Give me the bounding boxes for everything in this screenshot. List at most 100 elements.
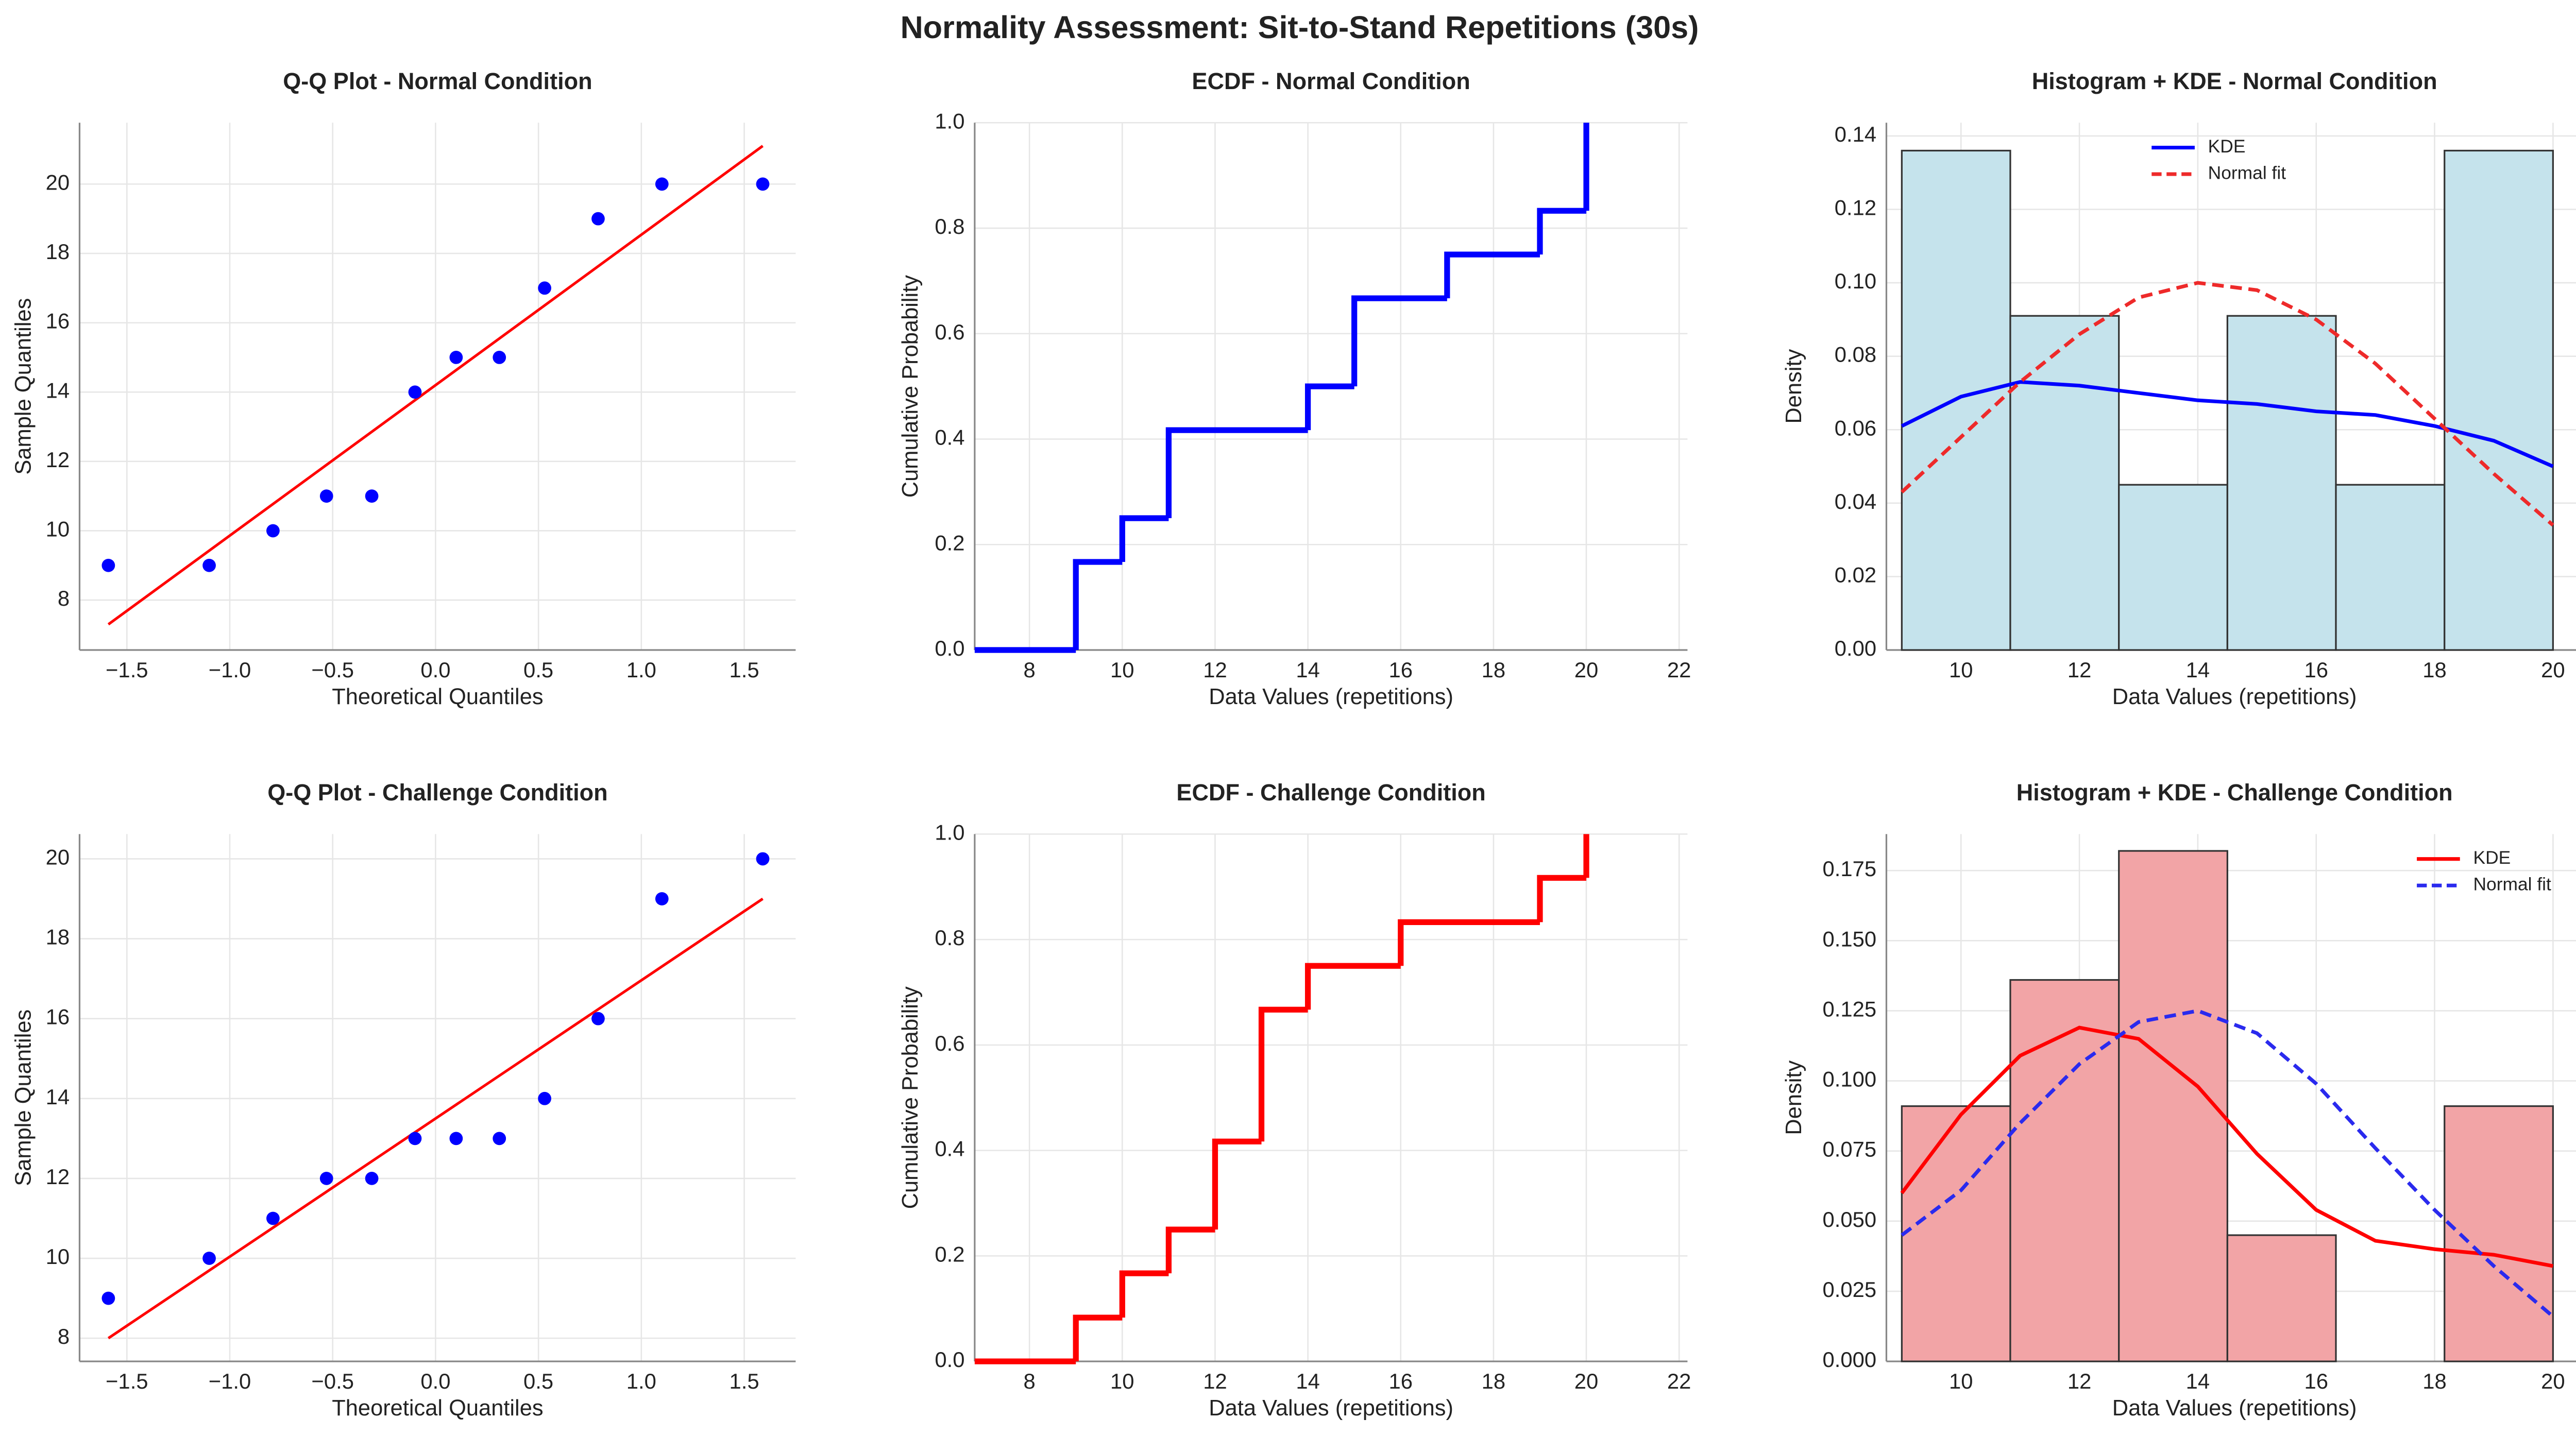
y-tick-label: 0.6 [935, 320, 964, 344]
ecdf-step [1351, 295, 1447, 387]
y-axis-label: Sample Quantiles [11, 298, 36, 475]
x-tick-label: 22 [1667, 658, 1691, 682]
x-tick-label: 10 [1949, 1369, 1973, 1393]
x-tick-label: 22 [1667, 1369, 1691, 1393]
ecdf-step [1304, 383, 1354, 431]
y-tick-label: 8 [58, 1324, 70, 1348]
x-axis-label: Theoretical Quantiles [332, 1396, 543, 1421]
point [756, 177, 770, 191]
x-tick-label: 14 [1296, 1369, 1320, 1393]
x-tick-label: 0.0 [420, 1369, 450, 1393]
point [408, 385, 422, 399]
y-tick-label: 0.0 [935, 1347, 964, 1372]
point [655, 177, 669, 191]
ecdf-step [1165, 427, 1308, 519]
y-tick-label: 18 [46, 925, 70, 949]
y-tick-label: 16 [46, 1005, 70, 1029]
bar [2444, 149, 2554, 651]
curve [1900, 281, 2554, 527]
x-tick-label: 16 [2304, 1369, 2328, 1393]
bar [2009, 315, 2120, 651]
x-axis-label: Theoretical Quantiles [332, 685, 543, 709]
x-axis-label: Data Values (repetitions) [2112, 1396, 2357, 1421]
x-tick-label: 14 [2186, 658, 2210, 682]
point [266, 524, 280, 538]
y-tick-label: 12 [46, 1165, 70, 1189]
curve [1901, 1008, 2554, 1318]
x-tick-label: 0.0 [420, 658, 450, 682]
x-tick-label: 12 [2067, 658, 2092, 682]
point [449, 351, 463, 364]
x-tick-label: 20 [2541, 658, 2565, 682]
point [493, 1132, 506, 1146]
point [538, 1091, 551, 1105]
y-tick-label: 20 [46, 845, 70, 869]
point [319, 489, 333, 503]
x-tick-label: 0.5 [523, 658, 553, 682]
y-tick-label: 0.00 [1835, 636, 1876, 660]
y-tick-label: 0.04 [1835, 489, 1876, 514]
x-tick-label: 12 [1203, 1369, 1227, 1393]
y-tick-label: 8 [58, 586, 70, 610]
x-tick-label: −1.0 [209, 658, 251, 682]
y-tick-label: 0.075 [1823, 1137, 1877, 1161]
fit-line [107, 897, 764, 1340]
point [756, 852, 770, 866]
y-tick-label: 0.0 [935, 636, 964, 660]
y-axis-label: Cumulative Probability [898, 275, 923, 498]
point [591, 1012, 605, 1025]
bar [1901, 1105, 2011, 1362]
x-tick-label: 1.0 [626, 1369, 656, 1393]
ecdf-step [1444, 251, 1540, 299]
y-tick-label: 0.025 [1823, 1277, 1877, 1302]
y-tick-label: 14 [46, 378, 70, 402]
panel-title: ECDF - Challenge Condition [1176, 779, 1485, 806]
point [449, 1132, 463, 1146]
x-tick-label: −1.0 [209, 1369, 251, 1393]
y-tick-label: 0.10 [1835, 269, 1876, 293]
y-tick-label: 0.150 [1823, 927, 1877, 951]
ecdf-step [1304, 963, 1401, 1010]
point [408, 1132, 422, 1146]
x-tick-label: 18 [2422, 1369, 2447, 1393]
panel-title: Histogram + KDE - Normal Condition [2032, 68, 2437, 94]
y-tick-label: 0.8 [935, 214, 964, 238]
ecdf-step [1073, 559, 1123, 651]
x-tick-label: 16 [1388, 1369, 1413, 1393]
bar [2009, 979, 2120, 1362]
x-tick-label: 8 [1024, 1369, 1036, 1393]
y-tick-label: 0.2 [935, 1242, 964, 1266]
x-tick-label: 14 [2186, 1369, 2210, 1393]
y-axis-label: Cumulative Probability [898, 986, 923, 1209]
point [202, 558, 216, 572]
x-axis-label: Data Values (repetitions) [1209, 1396, 1453, 1421]
point [591, 212, 605, 226]
fit-line [107, 145, 764, 626]
x-axis-label: Data Values (repetitions) [1209, 685, 1453, 709]
ecdf-step [1537, 208, 1587, 255]
ecdf-step [1212, 1138, 1262, 1230]
x-tick-label: −1.5 [106, 1369, 148, 1393]
y-tick-label: 0.06 [1835, 416, 1876, 440]
ecdf-step [1537, 875, 1587, 922]
point [365, 489, 379, 503]
y-tick-label: 1.0 [935, 820, 964, 844]
y-tick-label: 0.175 [1823, 857, 1877, 881]
bar [2226, 315, 2337, 651]
y-axis-label: Density [1782, 349, 1806, 423]
curve [1900, 1025, 2554, 1268]
point [538, 281, 551, 295]
y-tick-label: 10 [46, 517, 70, 541]
x-tick-label: 14 [1296, 658, 1320, 682]
x-axis-label: Data Values (repetitions) [2112, 685, 2357, 709]
x-tick-label: 16 [1388, 658, 1413, 682]
point [266, 1211, 280, 1225]
x-tick-label: 20 [1574, 1369, 1599, 1393]
figure-title: Normality Assessment: Sit-to-Stand Repet… [901, 10, 1699, 45]
y-tick-label: 20 [46, 170, 70, 194]
bar [2226, 1234, 2337, 1362]
bar [2118, 850, 2228, 1362]
ecdf-step [1165, 1226, 1215, 1274]
x-tick-label: −0.5 [311, 1369, 354, 1393]
